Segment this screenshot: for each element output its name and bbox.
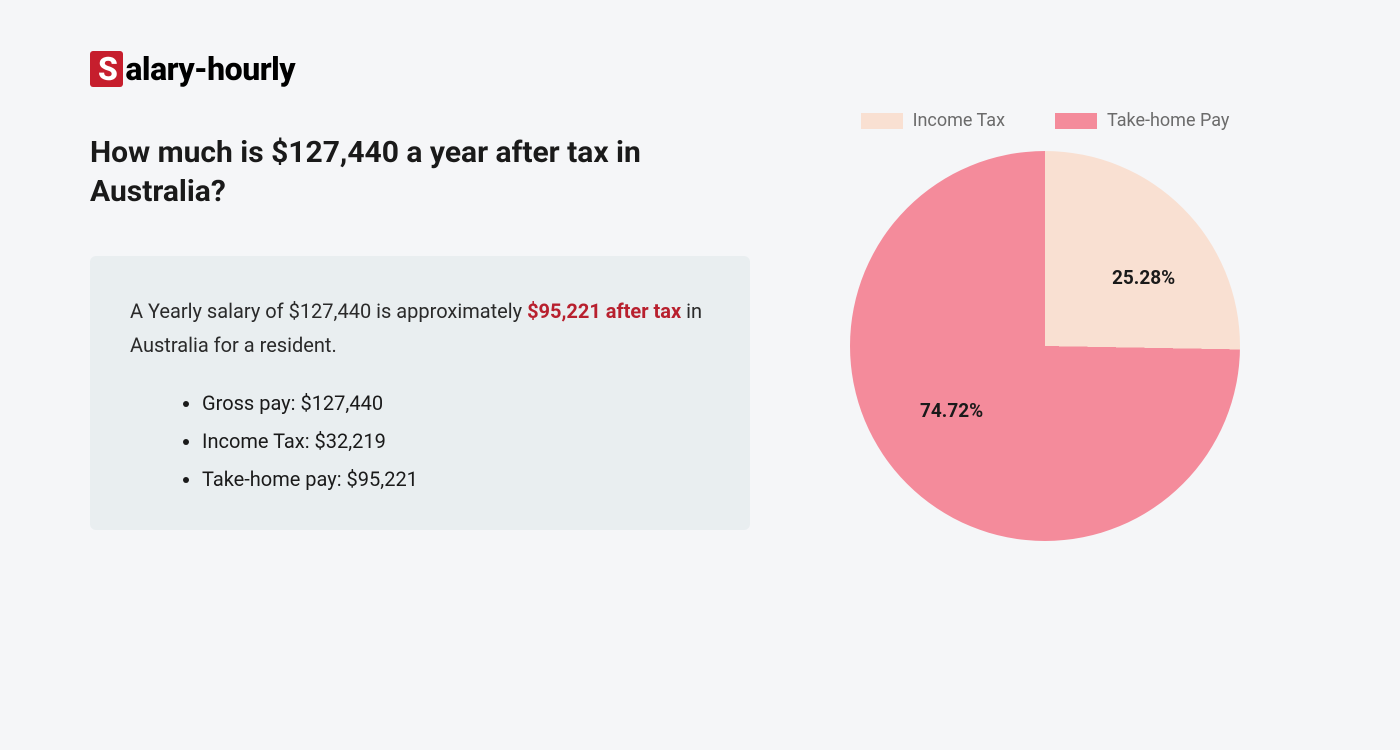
legend-item-takehome: Take-home Pay [1055,110,1229,131]
right-column: Income Tax Take-home Pay 25.28% 74.72% [770,40,1320,710]
bullet-gross: Gross pay: $127,440 [202,384,710,422]
summary-lead-pre: A Yearly salary of $127,440 is approxima… [130,299,527,323]
pie-label-takehome: 74.72% [920,399,983,422]
left-column: Salary-hourly How much is $127,440 a yea… [90,40,770,710]
logo-badge: S [90,51,123,87]
legend-swatch-takehome [1055,113,1097,129]
summary-bullets: Gross pay: $127,440 Income Tax: $32,219 … [130,384,710,498]
summary-text: A Yearly salary of $127,440 is approxima… [130,294,710,362]
logo-text: alary-hourly [125,50,295,88]
pie-chart: 25.28% 74.72% [850,151,1240,541]
summary-highlight: $95,221 after tax [527,299,681,323]
legend-label-tax: Income Tax [913,110,1005,131]
legend-swatch-tax [861,113,903,129]
site-logo: Salary-hourly [90,50,770,88]
bullet-takehome: Take-home pay: $95,221 [202,460,710,498]
page-title: How much is $127,440 a year after tax in… [90,133,690,211]
bullet-tax: Income Tax: $32,219 [202,422,710,460]
pie-label-tax: 25.28% [1112,266,1175,289]
chart-legend: Income Tax Take-home Pay [861,110,1230,131]
legend-item-tax: Income Tax [861,110,1005,131]
page-container: Salary-hourly How much is $127,440 a yea… [0,0,1400,750]
summary-box: A Yearly salary of $127,440 is approxima… [90,256,750,530]
legend-label-takehome: Take-home Pay [1107,110,1229,131]
pie-graphic [850,151,1240,541]
